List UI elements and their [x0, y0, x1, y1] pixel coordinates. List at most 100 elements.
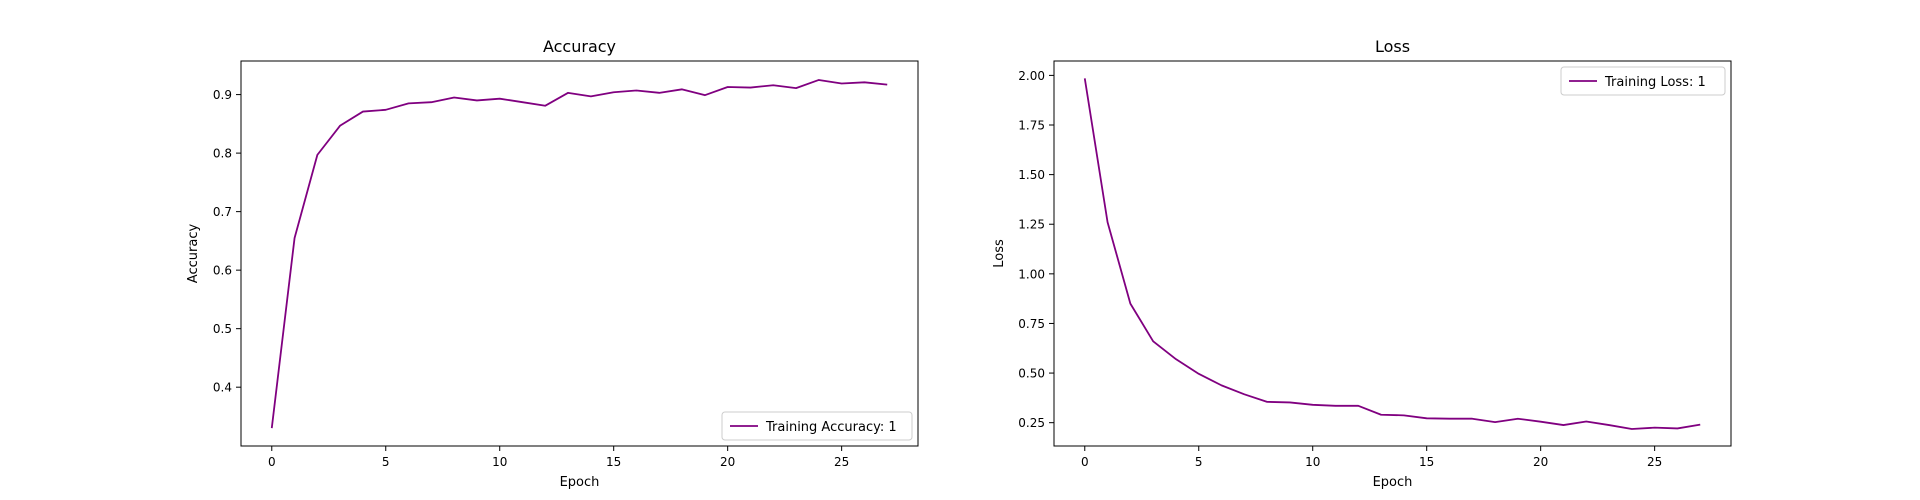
accuracy-data-point [544, 105, 546, 107]
accuracy-data-point [476, 99, 478, 101]
loss-data-point [1357, 405, 1359, 407]
accuracy-data-point [772, 84, 774, 86]
accuracy-data-point [749, 86, 751, 88]
accuracy-y-tick-label: 0.4 [213, 381, 232, 395]
loss-data-point [1494, 421, 1496, 423]
loss-data-point [1425, 417, 1427, 419]
accuracy-x-tick-label: 5 [382, 455, 390, 469]
loss-data-point [1243, 393, 1245, 395]
loss-data-point [1198, 373, 1200, 375]
accuracy-legend: Training Accuracy: 1 [721, 411, 913, 441]
accuracy-data-point [704, 94, 706, 96]
accuracy-data-point [293, 237, 295, 239]
accuracy-series-line [270, 79, 888, 429]
loss-data-point [1380, 414, 1382, 416]
loss-legend-box [1560, 66, 1726, 96]
loss-data-point [1106, 221, 1108, 223]
loss-y-tick-label: 1.25 [1018, 218, 1045, 232]
accuracy-data-point [407, 102, 409, 104]
loss-legend: Training Loss: 1 [1560, 66, 1726, 96]
loss-data-point [1699, 423, 1701, 425]
accuracy-data-point [339, 124, 341, 126]
accuracy-data-point [795, 87, 797, 89]
loss-x-tick-label: 5 [1195, 455, 1203, 469]
accuracy-data-point [658, 92, 660, 94]
loss-data-point [1471, 418, 1473, 420]
loss-data-point [1653, 426, 1655, 428]
accuracy-x-tick-label: 20 [720, 455, 735, 469]
loss-x-tick-label: 0 [1081, 455, 1089, 469]
loss-data-point [1585, 420, 1587, 422]
accuracy-data-point [521, 101, 523, 103]
loss-x-tick-label: 20 [1533, 455, 1548, 469]
loss-data-point [1084, 77, 1086, 79]
accuracy-data-point [430, 101, 432, 103]
accuracy-data-point [590, 95, 592, 97]
loss-series-line [1083, 78, 1701, 430]
accuracy-data-point [840, 82, 842, 84]
accuracy-y-tick-label: 0.6 [213, 264, 232, 278]
accuracy-chart: Accuracy 0 5 10 15 20 25 0.4 0.5 0.6 0.7 0.8 0.9 Epoc… [186, 37, 919, 490]
accuracy-data-point [271, 427, 273, 429]
accuracy-y-axis-label: Accuracy [186, 224, 201, 284]
loss-title: Loss [1375, 37, 1410, 56]
loss-data-point [1562, 424, 1564, 426]
loss-chart: Loss 0 5 10 15 20 25 0.25 0.50 0.75 1.00 1.25 1.50 1.… [992, 37, 1732, 490]
loss-data-point [1289, 401, 1291, 403]
loss-legend-label: Training Loss: 1 [1604, 75, 1706, 90]
loss-data-point [1266, 401, 1268, 403]
accuracy-legend-box [721, 411, 913, 441]
loss-data-point [1220, 384, 1222, 386]
loss-x-tick-label: 25 [1647, 455, 1662, 469]
accuracy-y-tick-label: 0.5 [213, 322, 232, 336]
accuracy-data-point [453, 96, 455, 98]
loss-y-tick-label: 1.00 [1018, 267, 1045, 281]
loss-y-tick-label: 0.75 [1018, 317, 1045, 331]
accuracy-data-point [818, 79, 820, 81]
loss-data-point [1631, 428, 1633, 430]
loss-y-axis-label: Loss [992, 239, 1007, 268]
loss-y-tick-label: 0.25 [1018, 416, 1045, 430]
accuracy-data-point [863, 81, 865, 83]
accuracy-data-point [316, 154, 318, 156]
loss-y-tick-label: 1.50 [1018, 168, 1045, 182]
loss-y-tick-label: 0.50 [1018, 367, 1045, 381]
accuracy-data-point [499, 97, 501, 99]
loss-data-point [1676, 427, 1678, 429]
accuracy-plot-frame [240, 60, 919, 447]
accuracy-x-tick-label: 0 [268, 455, 276, 469]
accuracy-title: Accuracy [543, 37, 616, 56]
loss-data-point [1539, 420, 1541, 422]
loss-x-tick-label: 15 [1419, 455, 1434, 469]
loss-data-point [1175, 358, 1177, 360]
accuracy-x-tick-label: 10 [492, 455, 507, 469]
loss-x-tick-label: 10 [1305, 455, 1320, 469]
loss-data-point [1517, 418, 1519, 420]
accuracy-data-point [681, 88, 683, 90]
accuracy-y-tick-label: 0.9 [213, 88, 232, 102]
loss-plot-frame [1053, 60, 1732, 447]
loss-data-point [1129, 302, 1131, 304]
loss-y-tick-label: 2.00 [1018, 69, 1045, 83]
loss-x-axis-label: Epoch [1373, 475, 1413, 490]
loss-data-point [1334, 405, 1336, 407]
accuracy-data-point [385, 109, 387, 111]
loss-data-point [1152, 340, 1154, 342]
accuracy-data-point [726, 86, 728, 88]
accuracy-data-point [612, 91, 614, 93]
accuracy-x-tick-label: 25 [834, 455, 849, 469]
loss-data-point [1403, 414, 1405, 416]
accuracy-legend-label: Training Accuracy: 1 [765, 420, 897, 435]
accuracy-data-point [886, 83, 888, 85]
accuracy-y-tick-label: 0.8 [213, 147, 232, 161]
loss-y-tick-label: 1.75 [1018, 119, 1045, 133]
loss-data-point [1312, 404, 1314, 406]
accuracy-data-point [362, 110, 364, 112]
accuracy-data-point [635, 89, 637, 91]
loss-data-point [1448, 418, 1450, 420]
accuracy-x-axis-label: Epoch [560, 475, 600, 490]
accuracy-y-tick-label: 0.7 [213, 205, 232, 219]
loss-data-point [1608, 424, 1610, 426]
accuracy-data-point [567, 92, 569, 94]
